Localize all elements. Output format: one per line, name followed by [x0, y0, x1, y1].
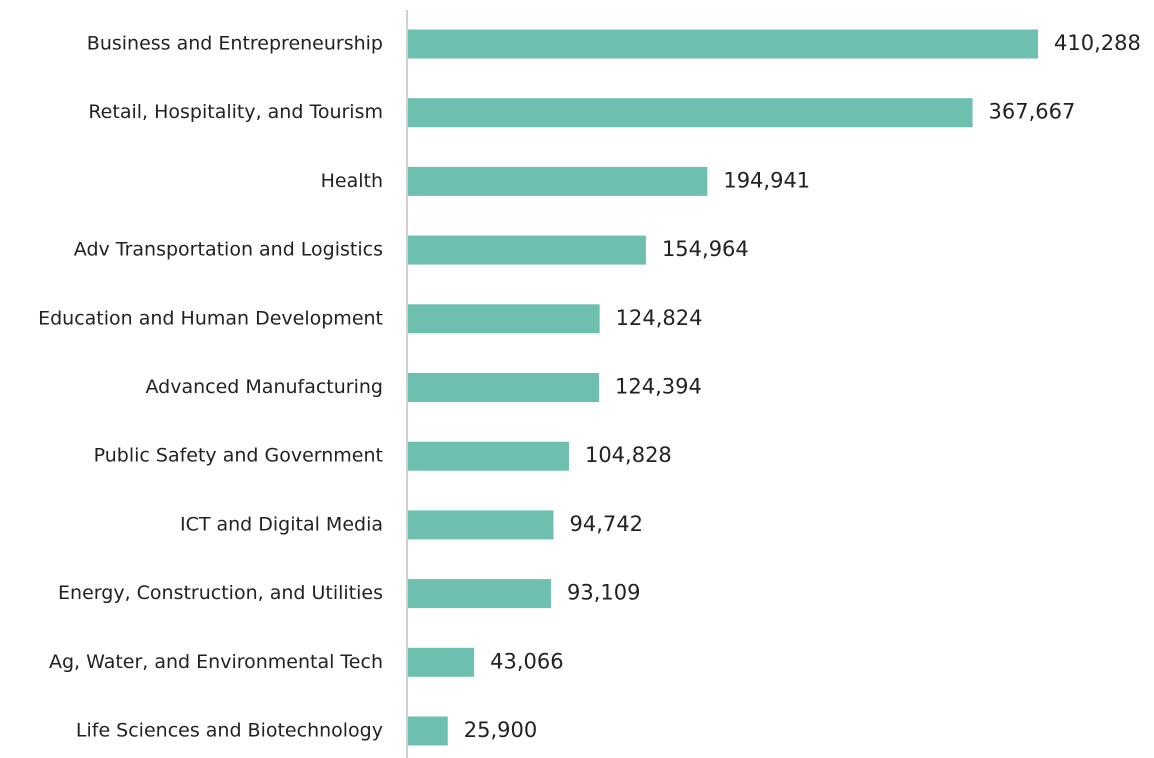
- category-label: Business and Entrepreneurship: [87, 33, 383, 55]
- value-label: 43,066: [490, 649, 563, 673]
- value-label: 194,941: [723, 168, 810, 192]
- category-label: Advanced Manufacturing: [146, 376, 383, 398]
- bar: [408, 235, 646, 265]
- bar: [408, 510, 554, 540]
- bar: [408, 441, 569, 471]
- value-label: 93,109: [567, 581, 640, 605]
- bar: [408, 29, 1038, 59]
- category-label: Life Sciences and Biotechnology: [76, 720, 383, 742]
- category-label: Public Safety and Government: [94, 445, 383, 467]
- value-label: 410,288: [1054, 31, 1141, 55]
- value-label: 25,900: [464, 718, 537, 742]
- category-label: Education and Human Development: [38, 307, 383, 329]
- value-label: 124,824: [616, 306, 703, 330]
- category-label: Adv Transportation and Logistics: [74, 239, 383, 261]
- category-label: ICT and Digital Media: [180, 513, 383, 535]
- bar: [408, 647, 475, 677]
- bar: [408, 304, 600, 334]
- category-label: Health: [321, 170, 383, 192]
- bar: [408, 98, 973, 128]
- value-label: 104,828: [585, 443, 672, 467]
- value-label: 94,742: [569, 512, 642, 536]
- category-label: Energy, Construction, and Utilities: [58, 582, 383, 604]
- value-label: 124,394: [615, 375, 702, 399]
- bar: [408, 373, 600, 402]
- bar: [408, 579, 551, 609]
- bar: [408, 716, 448, 746]
- bar: [408, 166, 708, 196]
- category-label: Retail, Hospitality, and Tourism: [88, 101, 383, 123]
- category-label: Ag, Water, and Environmental Tech: [49, 651, 383, 673]
- value-label: 154,964: [662, 237, 749, 261]
- value-label: 367,667: [989, 100, 1076, 124]
